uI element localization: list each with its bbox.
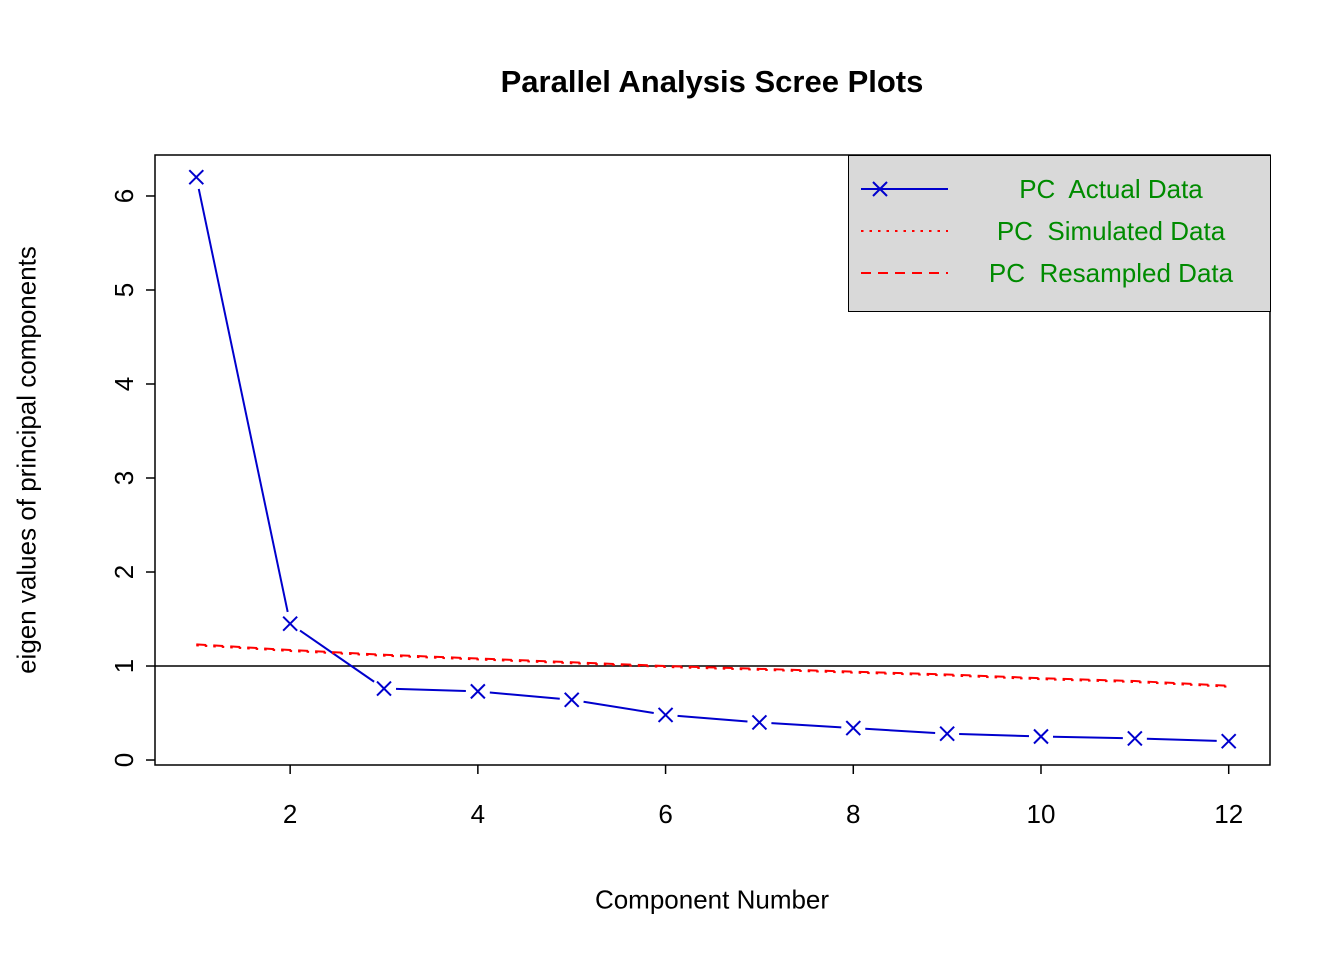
plot-border	[154, 154, 1271, 766]
legend-line-simulated-icon	[861, 230, 948, 232]
legend-item-resampled: PC Resampled Data	[849, 252, 1270, 294]
legend-item-simulated: PC Simulated Data	[849, 210, 1270, 252]
svg-text:5: 5	[109, 283, 139, 297]
axis-ticks	[146, 195, 1230, 774]
svg-text:8: 8	[846, 799, 860, 829]
svg-text:4: 4	[471, 799, 485, 829]
svg-text:4: 4	[109, 377, 139, 391]
chart-title: Parallel Analysis Scree Plots	[500, 64, 924, 99]
svg-text:2: 2	[109, 565, 139, 579]
svg-text:10: 10	[1027, 799, 1056, 829]
svg-text:2: 2	[283, 799, 297, 829]
legend-line-actual-icon	[861, 181, 948, 197]
legend-label-actual: PC Actual Data	[1019, 173, 1203, 204]
legend-box: PC Actual Data PC Simulated Data PC Resa…	[848, 155, 1271, 312]
svg-text:1: 1	[109, 659, 139, 673]
legend-item-actual: PC Actual Data	[849, 168, 1270, 210]
y-axis-label: eigen values of principal components	[11, 246, 42, 674]
series-line-dashed	[196, 643, 1229, 687]
legend-line-resampled-icon	[861, 272, 948, 274]
svg-text:6: 6	[658, 799, 672, 829]
series-actual	[188, 169, 1237, 749]
legend-label-resampled: PC Resampled Data	[988, 257, 1234, 288]
svg-text:6: 6	[109, 189, 139, 203]
x-axis-label: Component Number	[594, 884, 830, 915]
svg-text:0: 0	[109, 753, 139, 767]
svg-text:12: 12	[1214, 799, 1243, 829]
legend-label-simulated: PC Simulated Data	[996, 215, 1226, 246]
svg-text:3: 3	[109, 471, 139, 485]
